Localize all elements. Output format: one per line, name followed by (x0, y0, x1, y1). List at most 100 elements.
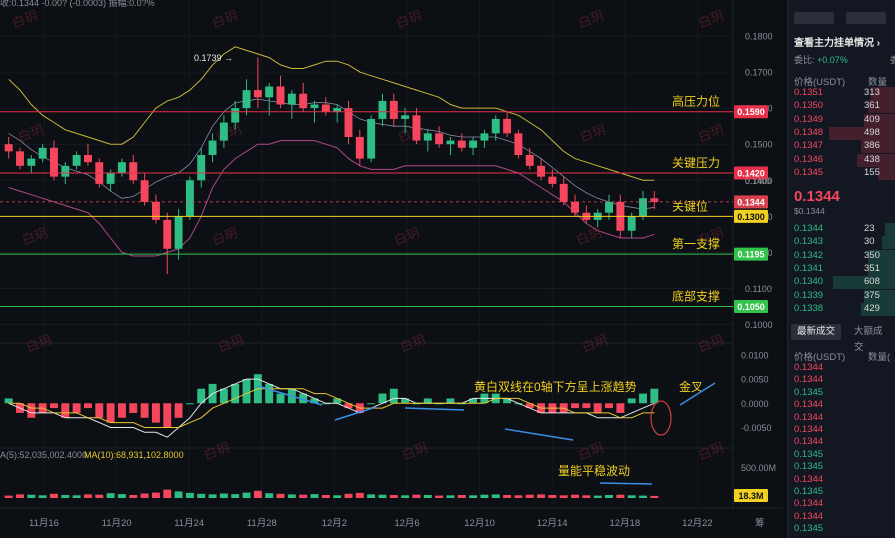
candle-body (457, 140, 466, 148)
trade-row[interactable]: 0.1344 (788, 424, 895, 437)
level-price-text: 0.1590 (737, 107, 765, 117)
price-axis-label: 0.1100 (745, 284, 772, 294)
volume-bar (333, 495, 342, 498)
chart-panel[interactable]: 0.18000.17000.16000.15000.14000.13000.12… (0, 0, 783, 538)
depth-bar (861, 140, 895, 154)
watermark-text: 白玥 (576, 440, 606, 463)
ask-row[interactable]: 0.1350 361 (788, 100, 895, 114)
candle-body (548, 176, 557, 184)
trade-row[interactable]: 0.1344 (788, 498, 895, 511)
trade-row[interactable]: 0.1344 (788, 412, 895, 425)
date-label: 12月22 (682, 518, 713, 529)
golden-cross-label: 金叉 (679, 379, 703, 394)
order-price: 0.1344 (794, 473, 824, 485)
candle-body (219, 122, 228, 141)
order-price: 0.1344 (794, 374, 824, 386)
bid-row[interactable]: 0.1338 429 (788, 302, 895, 316)
bid-row[interactable]: 0.1339 375 (788, 289, 895, 303)
depth-bar (878, 166, 895, 180)
kline-chart[interactable]: 0.18000.17000.16000.15000.14000.13000.12… (0, 0, 783, 538)
macd-histogram-bar (469, 398, 478, 404)
volume-bar (412, 494, 421, 498)
macd-histogram-bar (525, 403, 534, 409)
price-axis-label: 0.1800 (745, 32, 773, 42)
trade-row[interactable]: 0.1344 (788, 436, 895, 449)
volume-bar (593, 495, 602, 498)
candle-body (242, 90, 251, 109)
ask-row[interactable]: 0.1349 409 (788, 113, 895, 127)
trade-row[interactable]: 0.1344 (788, 399, 895, 412)
volume-bar (627, 495, 636, 498)
orderbook-main-link[interactable]: 查看主力挂单情况 › (794, 34, 880, 49)
small-price-tag: 0.1400 (745, 176, 771, 186)
candle-body (559, 183, 568, 202)
ratio-row: 委比: +0.07% 委 (794, 53, 895, 66)
bid-row[interactable]: 0.1343 30 (788, 236, 895, 250)
candle-body (276, 86, 285, 105)
volume-bar (151, 492, 160, 498)
trade-row[interactable]: 0.1345 (788, 449, 895, 462)
orderbook-panel: 查看主力挂单情况 › 委比: +0.07% 委 价格(USDT) 数量 0.13… (787, 0, 895, 538)
ask-row[interactable]: 0.1351 313 (788, 87, 895, 100)
trade-row[interactable]: 0.1344 (788, 362, 895, 375)
volume-bar (38, 495, 47, 498)
trade-row[interactable]: 0.1345 (788, 523, 895, 536)
col-price-header: 价格(USDT) (794, 77, 846, 88)
bid-row[interactable]: 0.1341 351 (788, 262, 895, 276)
candle-body (321, 104, 330, 112)
trade-row[interactable]: 0.1345 (788, 486, 895, 499)
ask-row[interactable]: 0.1346 438 (788, 153, 895, 167)
level-label: 高压力位 (672, 94, 720, 109)
macd-histogram-bar (95, 403, 104, 418)
volume-bar (174, 491, 183, 498)
watermark-text: 白玥 (580, 332, 610, 355)
depth-bar (833, 276, 895, 290)
date-label: 12月10 (464, 518, 495, 529)
tab-latest-trades[interactable]: 最新成交 (791, 324, 842, 340)
watermark-text: 白玥 (20, 225, 50, 248)
layout-toggle-1[interactable] (794, 12, 834, 24)
watermark-text: 白玥 (10, 8, 40, 31)
candle-body (605, 201, 613, 213)
volume-bar (72, 495, 81, 498)
order-price: 0.1347 (794, 140, 824, 152)
candle-body (537, 165, 546, 177)
tab-big-trades[interactable]: 大额成交 (854, 326, 883, 353)
watermark-text: 白玥 (696, 8, 726, 31)
ask-row[interactable]: 0.1348 498 (788, 126, 895, 140)
bid-row[interactable]: 0.1342 350 (788, 249, 895, 263)
volume-bar (605, 495, 613, 498)
ask-row[interactable]: 0.1345 155 (788, 166, 895, 180)
trades-col-price: 价格(USDT) (794, 352, 846, 363)
watermark-text: 白玥 (576, 8, 606, 31)
bid-row[interactable]: 0.1340 608 (788, 276, 895, 290)
current-price-tag (734, 195, 768, 209)
ask-row[interactable]: 0.1347 386 (788, 140, 895, 154)
candle-body (367, 118, 376, 159)
volume-bar (253, 490, 262, 498)
order-price: 0.1338 (794, 302, 824, 314)
volume-bar (582, 495, 591, 498)
macd-histogram-bar (106, 403, 115, 423)
macd-histogram-bar (185, 403, 194, 405)
trade-row[interactable]: 0.1345 (788, 461, 895, 474)
trade-row[interactable]: 0.1345 (788, 387, 895, 400)
macd-histogram-bar (333, 398, 342, 404)
macd-histogram-bar (639, 393, 647, 404)
volume-bar (559, 495, 568, 498)
volume-bar (197, 493, 206, 498)
level-label: 第一支撑 (672, 236, 720, 251)
trade-row[interactable]: 0.1344 (788, 374, 895, 387)
volume-bar (16, 494, 24, 498)
depth-bar (868, 262, 895, 276)
layout-toggle-2[interactable] (846, 12, 886, 24)
trade-row[interactable]: 0.1344 (788, 474, 895, 487)
volume-bar (514, 495, 523, 498)
bid-row[interactable]: 0.1344 23 (788, 223, 895, 236)
order-price: 0.1343 (794, 236, 824, 248)
order-qty: 375 (864, 289, 880, 301)
trade-row[interactable]: 0.1344 (788, 511, 895, 524)
volume-bar (548, 495, 557, 498)
volume-bar (616, 494, 625, 498)
volume-bar (185, 492, 194, 498)
